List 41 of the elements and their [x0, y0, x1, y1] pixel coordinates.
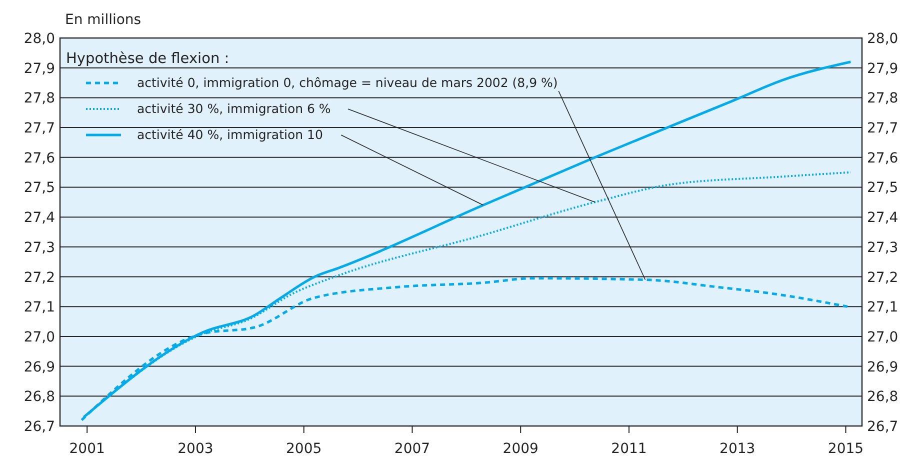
- x-tick-label: 2011: [611, 441, 647, 457]
- y2-tick-label: 27,8: [867, 90, 898, 107]
- y-tick-label: 27,4: [24, 210, 56, 226]
- x-tick-label: 2003: [178, 441, 214, 457]
- y2-tick-label: 27,5: [867, 180, 898, 196]
- y-tick-label: 26,9: [24, 359, 55, 376]
- y2-tick-label: 27,4: [867, 210, 898, 226]
- y-tick-label: 26,8: [24, 389, 55, 406]
- y2-tick-label: 26,8: [867, 389, 898, 406]
- y2-tick-label: 27,9: [867, 60, 898, 77]
- y-tick-label: 27,5: [24, 180, 55, 196]
- legend-title: Hypothèse de flexion :: [66, 51, 230, 67]
- y2-tick-label: 27,7: [867, 120, 898, 137]
- y-tick-label: 27,0: [24, 329, 55, 346]
- y2-tick-label: 27,6: [867, 150, 898, 166]
- y2-tick-label: 27,2: [867, 270, 898, 286]
- x-tick-label: 2001: [69, 441, 105, 457]
- y-tick-label: 27,1: [24, 300, 55, 316]
- legend-label: activité 40 %, immigration 10: [137, 127, 323, 142]
- y2-tick-label: 27,1: [867, 300, 898, 316]
- x-tick-label: 2015: [828, 441, 864, 457]
- y-tick-label: 27,6: [24, 150, 56, 166]
- y-tick-label: 27,3: [24, 240, 55, 256]
- y-tick-label: 27,7: [24, 120, 55, 137]
- y2-tick-label: 26,9: [867, 359, 898, 376]
- x-tick-label: 2005: [286, 441, 322, 457]
- y-axis-title: En millions: [65, 12, 142, 28]
- x-tick-label: 2009: [502, 441, 538, 457]
- x-tick-label: 2013: [720, 441, 756, 457]
- y-tick-label: 27,8: [24, 90, 55, 107]
- y2-tick-label: 28,0: [867, 31, 898, 47]
- y2-tick-label: 26,7: [867, 419, 898, 435]
- legend-label: activité 30 %, immigration 6 %: [137, 101, 331, 116]
- y-tick-label: 28,0: [24, 31, 55, 47]
- y2-tick-label: 27,0: [867, 329, 898, 346]
- legend-label: activité 0, immigration 0, chômage = niveau de mars 2002 (8,9 %): [137, 75, 558, 90]
- y-tick-label: 26,7: [24, 419, 55, 435]
- y-tick-label: 27,9: [24, 60, 55, 77]
- y-tick-label: 27,2: [24, 270, 55, 286]
- x-tick-label: 2007: [394, 441, 430, 457]
- y2-tick-label: 27,3: [867, 240, 898, 256]
